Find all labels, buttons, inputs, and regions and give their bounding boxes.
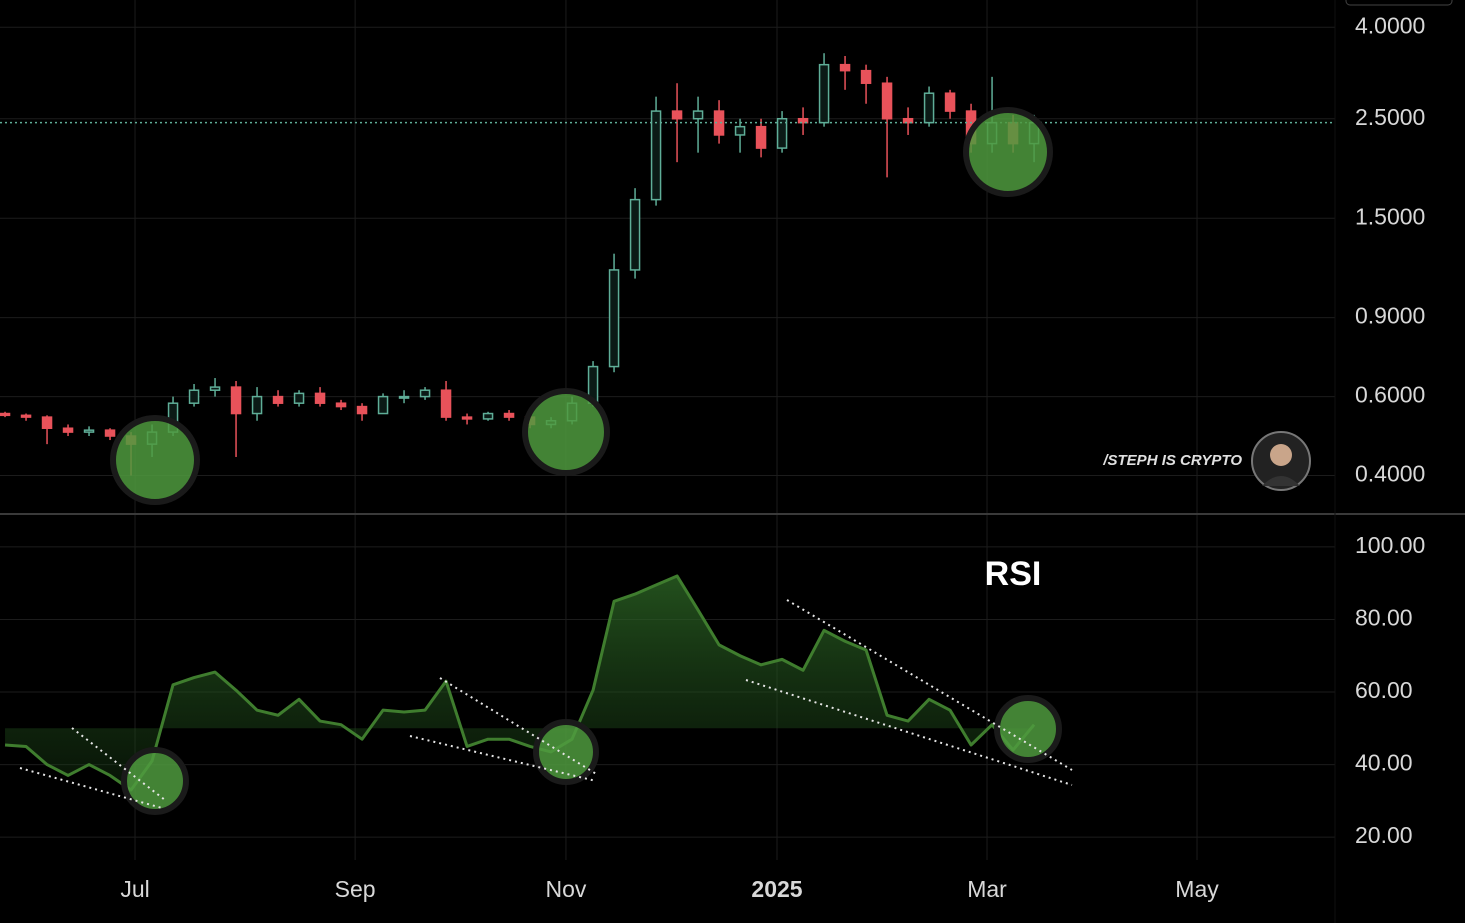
scale-button[interactable] [1345, 0, 1453, 6]
trendline [71, 727, 166, 801]
y-tick-label: 0.6000 [1355, 382, 1425, 408]
candle-body [251, 395, 263, 415]
x-tick-label: Jul [120, 876, 149, 902]
rsi-line [4, 574, 1036, 792]
candle-body [881, 82, 893, 120]
candle-body [671, 110, 683, 120]
candle-body [62, 427, 74, 433]
candle-body [608, 269, 620, 368]
candle-body [482, 412, 494, 420]
candle-body [755, 125, 767, 149]
candle-body [377, 395, 389, 415]
rsi-title: RSI [985, 555, 1042, 593]
x-tick-label: Nov [546, 876, 587, 902]
grid: 0.4000 0.6000 0.9000 1.5000 2.5000 4.0000 20.0… [0, 0, 1425, 902]
highlight-circle [994, 695, 1062, 763]
y-tick-label: 60.00 [1355, 677, 1413, 703]
candle-body [839, 63, 851, 72]
y-tick-label: 4.0000 [1355, 12, 1425, 38]
candle-body [356, 405, 368, 415]
highlight-circle [533, 719, 599, 785]
candle-body [314, 392, 326, 404]
candle-body [83, 429, 95, 433]
candle-body [272, 395, 284, 404]
candle-body [41, 416, 53, 429]
candle-body [734, 125, 746, 136]
x-tick-label: Sep [335, 876, 376, 902]
candle-body [335, 402, 347, 408]
candle-body [692, 110, 704, 120]
trendline [19, 767, 163, 809]
candle-body [209, 386, 221, 391]
x-tick-label: May [1175, 876, 1219, 902]
highlight-circle [110, 415, 200, 505]
y-tick-label: 100.00 [1355, 532, 1425, 558]
highlight-circle [963, 107, 1053, 197]
candle-body [776, 117, 788, 149]
candle-body [860, 69, 872, 84]
trendline [439, 677, 599, 776]
watermark: /STEPH IS CRYPTO [1102, 452, 1242, 469]
candle-body [20, 414, 32, 418]
candle-body [503, 412, 515, 418]
candle-body [650, 110, 662, 201]
candle-body [230, 386, 242, 415]
candle-body [0, 412, 11, 417]
rsi-area [5, 575, 1035, 790]
candle-body [461, 416, 473, 420]
candle-body [923, 92, 935, 124]
candle-body [818, 63, 830, 124]
trendline [786, 599, 1073, 771]
avatar-body [1262, 476, 1300, 486]
y-tick-label: 0.9000 [1355, 303, 1425, 329]
highlight-circle [121, 747, 189, 815]
y-tick-label: 1.5000 [1355, 203, 1425, 229]
highlight-circle [522, 388, 610, 476]
candle-body [797, 117, 809, 124]
y-tick-label: 0.4000 [1355, 461, 1425, 487]
marks [0, 53, 1335, 792]
trendline [409, 735, 597, 782]
candle-body [293, 392, 305, 404]
candle-body [398, 395, 410, 399]
candle-body [440, 389, 452, 418]
candle-body [104, 429, 116, 437]
candle-body [902, 117, 914, 124]
x-tick-label: Mar [967, 876, 1007, 902]
avatar-face [1270, 444, 1292, 466]
candle-body [629, 198, 641, 271]
y-tick-label: 40.00 [1355, 750, 1413, 776]
candle-body [419, 389, 431, 398]
candle-body [944, 92, 956, 112]
x-tick-label: 2025 [751, 876, 802, 902]
y-tick-label: 80.00 [1355, 605, 1413, 631]
y-tick-label: 20.00 [1355, 822, 1413, 848]
candle-body [188, 389, 200, 404]
y-tick-label: 2.5000 [1355, 104, 1425, 130]
candle-body [713, 110, 725, 136]
